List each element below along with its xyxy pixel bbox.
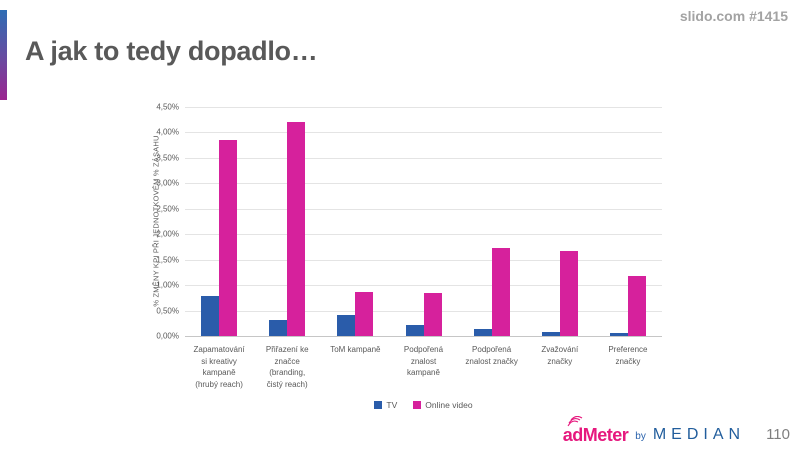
legend-item: Online video — [413, 400, 473, 410]
accent-gradient-bar — [0, 10, 7, 100]
gridline — [185, 259, 662, 261]
category-label: Přiřazení ke značce (branding, čistý rea… — [265, 345, 309, 389]
bar-tv — [541, 332, 560, 336]
bar-online-video — [627, 276, 646, 336]
bar-tv — [405, 324, 424, 336]
bar-online-video — [219, 140, 238, 336]
gridline — [185, 234, 662, 236]
legend-swatch — [413, 401, 422, 409]
slide-title: A jak to tedy dopadlo… — [25, 36, 318, 66]
bar-tv — [201, 296, 220, 336]
bar-online-video — [355, 291, 374, 336]
legend-label: TV — [386, 400, 398, 410]
logo-median-text: MEDIAN — [652, 425, 746, 443]
footer: adMeter by MEDIAN 110 — [562, 416, 790, 446]
y-tick-label: 0,50% — [156, 306, 179, 316]
bar-tv — [337, 315, 356, 336]
y-tick-label: 4,00% — [156, 127, 179, 137]
slido-reference: slido.com #1415 — [679, 8, 788, 24]
admeter-logo: adMeter — [562, 416, 629, 446]
category-label: Zvažování značky — [541, 345, 579, 366]
y-tick-label: 3,00% — [156, 178, 179, 188]
y-tick-label: 3,50% — [156, 153, 179, 163]
logo-meter-text: Meter — [582, 425, 629, 445]
legend-label: Online video — [425, 400, 473, 410]
bar-online-video — [559, 251, 578, 336]
y-tick-label: 1,50% — [156, 255, 179, 265]
bar-online-video — [287, 122, 306, 336]
category-label: ToM kampaně — [330, 345, 381, 354]
category-label: Podpořená znalost značky — [465, 345, 518, 366]
legend: TV Online video — [185, 400, 662, 410]
gridline — [185, 285, 662, 287]
admeter-signal-icon — [567, 416, 583, 427]
category-label: Podpořená znalost kampaně — [403, 345, 444, 378]
gridline — [185, 208, 662, 210]
y-tick-label: 2,50% — [156, 204, 179, 214]
legend-item: TV — [374, 400, 397, 410]
y-tick-label: 0,00% — [156, 331, 179, 341]
gridline — [185, 107, 662, 108]
y-tick-label: 2,00% — [156, 229, 179, 239]
gridline — [185, 157, 662, 159]
bar-tv — [473, 329, 492, 336]
category-label: Zapamatování si kreativy kampaně (hrubý … — [193, 345, 245, 389]
bar-tv — [609, 332, 628, 336]
bar-chart: % ZMĚNY KPI PŘI JEDNOTKOVÉM % ZÁSAHU TV O… — [148, 98, 678, 418]
bar-tv — [269, 319, 288, 336]
logo-ad-text: ad — [562, 425, 584, 445]
y-tick-label: 1,00% — [156, 280, 179, 290]
gridline — [185, 132, 662, 134]
legend-swatch — [374, 401, 383, 409]
category-label: Preference značky — [608, 345, 648, 366]
page-number: 110 — [766, 426, 790, 443]
logo-by-text: by — [635, 430, 646, 442]
plot-area — [185, 107, 662, 337]
bar-online-video — [423, 292, 442, 336]
gridline — [185, 336, 662, 337]
y-tick-label: 4,50% — [156, 102, 179, 112]
gridline — [185, 183, 662, 185]
bar-online-video — [491, 247, 510, 336]
